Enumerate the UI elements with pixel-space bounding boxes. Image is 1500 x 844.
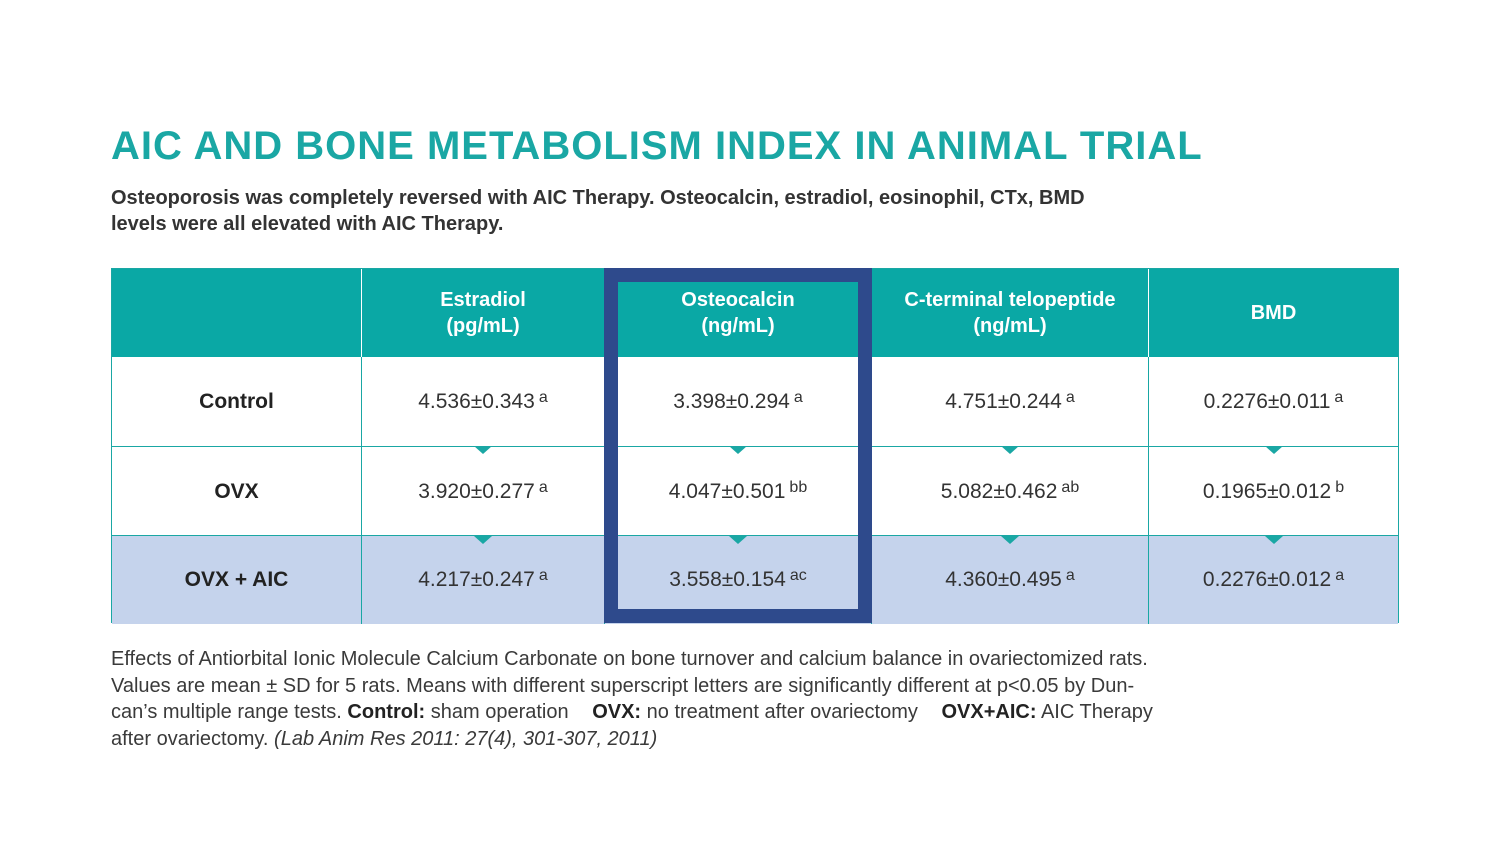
table-cell: 3.558±0.154 ac (605, 536, 872, 624)
table-cell: 4.217±0.247 a (362, 536, 605, 624)
control-label: Control: (347, 701, 426, 723)
table-cell: 0.2276±0.011 a (1149, 357, 1398, 454)
table-cell: 3.398±0.294 a (605, 357, 872, 454)
caption-text: can’s multiple range tests. (111, 701, 342, 723)
table-header-row: Estradiol (pg/mL) Osteocalcin (ng/mL) C-… (112, 269, 1398, 357)
page-subtitle: Osteoporosis was completely reversed wit… (111, 185, 1241, 237)
ovx-text: no treatment after ovariectomy (646, 701, 918, 723)
row-label: OVX + AIC (112, 536, 362, 624)
caption-line-3: can’s multiple range tests. Control: sha… (111, 699, 1311, 726)
cell-value: 4.047±0.501 (668, 479, 786, 503)
header-unit: (ng/mL) (973, 315, 1047, 337)
results-table: Estradiol (pg/mL) Osteocalcin (ng/mL) C-… (111, 268, 1399, 624)
table-cell: 5.082±0.462 ab (872, 447, 1149, 544)
cell-value: 0.2276±0.012 (1202, 568, 1332, 591)
cell-value: 4.360±0.495 (945, 568, 1062, 591)
cell-superscript: a (1065, 567, 1075, 584)
table-cell: 0.2276±0.012 a (1149, 536, 1398, 624)
row-label: OVX (112, 447, 362, 536)
cell-superscript: b (1335, 478, 1345, 496)
down-arrow-icon (1264, 446, 1283, 454)
cell-superscript: a (1335, 567, 1345, 584)
down-arrow-icon (474, 446, 492, 454)
cell-value: 3.558±0.154 (669, 568, 786, 591)
header-unit: (ng/mL) (701, 315, 775, 337)
cell-superscript: a (538, 388, 548, 406)
table-cell: 4.360±0.495 a (872, 536, 1149, 624)
subtitle-line-1: Osteoporosis was completely reversed wit… (111, 187, 1085, 209)
caption-text: after ovariectomy. (111, 727, 269, 750)
cell-value: 3.920±0.277 (418, 479, 535, 503)
table-cell: 4.751±0.244 a (872, 357, 1149, 454)
caption-line-4: after ovariectomy. (Lab Anim Res 2011: 2… (111, 726, 1311, 753)
cell-value: 3.398±0.294 (673, 389, 790, 413)
table-row-control: Control 4.536±0.343 a 3.398±0.294 a 4.751±… (112, 357, 1398, 454)
table-row-ovx: OVX 3.920±0.277 a 4.047±0.501 bb 5.082±0.4… (112, 446, 1398, 544)
cell-value: 4.536±0.343 (418, 389, 535, 413)
control-text: sham operation (430, 701, 569, 723)
header-label: BMD (1250, 302, 1297, 324)
page-title: AIC AND BONE METABOLISM INDEX IN ANIMAL … (111, 124, 1203, 168)
cell-superscript: a (793, 388, 803, 406)
caption-line-2: Values are mean ± SD for 5 rats. Means w… (111, 674, 1135, 697)
header-cell-ctx: C-terminal telopeptide (ng/mL) (872, 269, 1149, 357)
cell-superscript: a (538, 567, 548, 584)
table-row-ovx-aic: OVX + AIC 4.217±0.247 a 3.558±0.154 ac 4.3… (112, 535, 1398, 624)
down-arrow-icon (729, 446, 747, 454)
caption-line-1: Effects of Antiorbital Ionic Molecule Ca… (111, 648, 1148, 670)
cell-superscript: ac (789, 567, 807, 584)
citation: (Lab Anim Res 2011: 27(4), 301-307, 2011… (274, 727, 658, 750)
cell-superscript: a (538, 478, 548, 496)
row-label: Control (112, 357, 362, 446)
header-cell-bmd: BMD (1149, 269, 1398, 357)
ovx-aic-label: OVX+AIC: (941, 701, 1037, 723)
table-cell: 4.047±0.501 bb (605, 447, 872, 544)
cell-value: 0.2276±0.011 (1203, 389, 1331, 413)
cell-superscript: bb (789, 478, 808, 496)
cell-superscript: a (1065, 388, 1075, 406)
cell-value: 5.082±0.462 (940, 479, 1058, 503)
header-cell-estradiol: Estradiol (pg/mL) (362, 269, 605, 357)
down-arrow-icon (729, 536, 747, 544)
down-arrow-icon (1001, 446, 1019, 454)
down-arrow-icon (1264, 536, 1283, 544)
header-cell-empty (112, 269, 362, 357)
header-label: C-terminal telopeptide (904, 289, 1116, 311)
table-caption: Effects of Antiorbital Ionic Molecule Ca… (111, 646, 1311, 752)
cell-superscript: ab (1061, 478, 1080, 496)
cell-value: 4.217±0.247 (418, 568, 535, 591)
ovx-label: OVX: (592, 701, 642, 723)
cell-superscript: a (1334, 388, 1344, 406)
header-unit: (pg/mL) (446, 315, 520, 337)
cell-value: 0.1965±0.012 (1202, 479, 1332, 503)
down-arrow-icon (1001, 536, 1019, 544)
subtitle-line-2: levels were all elevated with AIC Therap… (111, 213, 504, 235)
down-arrow-icon (474, 536, 492, 544)
table-cell: 0.1965±0.012 b (1149, 447, 1398, 544)
cell-value: 4.751±0.244 (945, 389, 1062, 413)
table-cell: 4.536±0.343 a (362, 357, 605, 454)
header-label: Osteocalcin (681, 289, 795, 311)
ovx-aic-text: AIC Therapy (1040, 701, 1153, 723)
table-cell: 3.920±0.277 a (362, 447, 605, 544)
header-cell-osteocalcin: Osteocalcin (ng/mL) (605, 269, 872, 357)
header-label: Estradiol (440, 289, 526, 311)
